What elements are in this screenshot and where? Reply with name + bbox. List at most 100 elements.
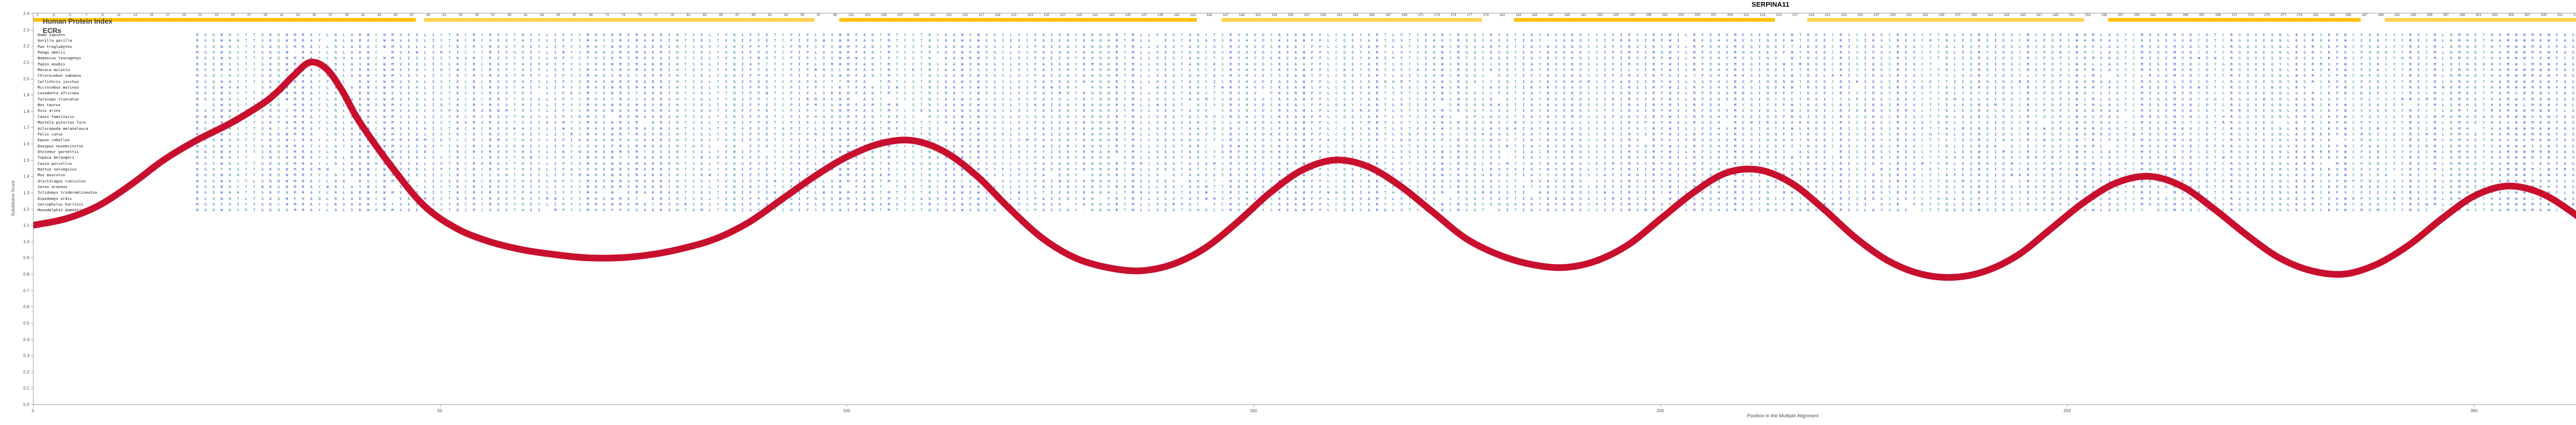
ruler-position-label: 33 xyxy=(296,13,300,18)
y-axis-tick-label: 0.0 xyxy=(23,402,29,407)
ruler-position-label: 151 xyxy=(1255,13,1261,18)
ruler-position-label: 157 xyxy=(1304,13,1310,18)
ecr-block[interactable] xyxy=(424,18,815,22)
ruler-position-label: 225 xyxy=(1857,13,1863,18)
y-axis-tick-label: 0.5 xyxy=(23,320,29,326)
ruler-position-label: 41 xyxy=(361,13,365,18)
ruler-position-label: 25 xyxy=(231,13,234,18)
ruler-position-label: 59 xyxy=(507,13,511,18)
ruler-position-label: 83 xyxy=(703,13,706,18)
plot-area: 1 3 5 7 9 11 13 15 17 19 21 23 25 27 29 31 33 35 37 39 41 43 4… xyxy=(33,13,2576,405)
ruler-position-label: 89 xyxy=(752,13,755,18)
ecr-block[interactable] xyxy=(1514,18,1775,22)
y-axis-tick-mark xyxy=(31,160,33,161)
alignment-row: Tupaia belangeri R G T W H S T - G W Q W M R A Y L N L R R W C W… xyxy=(33,155,2576,160)
ruler-position-label: 267 xyxy=(2199,13,2205,18)
ruler-position-label: 117 xyxy=(979,13,984,18)
species-label: Rattus norvegicus xyxy=(38,166,77,172)
ruler-position-label: 7 xyxy=(86,13,88,18)
ruler-position-label: 105 xyxy=(881,13,887,18)
y-axis-tick-label: 0.4 xyxy=(23,337,29,342)
ruler-position-label: 217 xyxy=(1792,13,1798,18)
alignment-row: Mustela putorius furo R G Q W H S T T G K F W M R A Y L N L… xyxy=(33,120,2576,125)
species-label: Dipodomys ordii xyxy=(38,196,72,201)
ruler-position-label: 47 xyxy=(410,13,414,18)
ruler-position-label: 3 xyxy=(53,13,55,18)
x-axis-tick-mark xyxy=(1253,405,1254,407)
ruler-position-label: 231 xyxy=(1906,13,1912,18)
ruler-position-label: 73 xyxy=(621,13,625,18)
ruler-position-label: 167 xyxy=(1385,13,1391,18)
ruler-position-label: 149 xyxy=(1239,13,1245,18)
y-axis-tick-label: 1.4 xyxy=(23,174,29,179)
y-axis-tick-mark xyxy=(31,13,33,14)
legend: Human Protein Index ECRs xyxy=(43,18,112,35)
ruler-position-label: 95 xyxy=(801,13,804,18)
ruler-position-label: 111 xyxy=(930,13,935,18)
ecr-block[interactable] xyxy=(33,18,416,22)
alignment-row: Cavia porcellus R G Y W H S T T G K Q N M R A Y L N L A R W N W M… xyxy=(33,161,2576,166)
y-axis-tick-mark xyxy=(31,209,33,210)
alignment-row: Bos taurus R - Q W H S T T G N Q - M R A Y L N L A R W D W M V L D L I… xyxy=(33,102,2576,108)
ecr-block[interactable] xyxy=(2385,18,2576,22)
ruler-position-label: 103 xyxy=(865,13,870,18)
y-axis-tick-mark xyxy=(31,355,33,356)
species-label: Mustela putorius furo xyxy=(38,120,86,125)
alignment-row: Canis familiaris R W Q W H S T T G K Q Y M R A Y L N L A R W L W… xyxy=(33,114,2576,120)
ruler-position-label: 199 xyxy=(1646,13,1651,18)
x-axis-label: Position in the Multiple Alignment xyxy=(33,413,2576,419)
alignment-row: Pan troglodytes R S Q W H S T V G A Q D M R A Y L N L A R A C W M… xyxy=(33,44,2576,49)
alignment-row: Nomascus leucogenys R G Q W H S T T G K Q W M R A Y L N H A A… xyxy=(33,55,2576,61)
ruler-position-label: 61 xyxy=(524,13,528,18)
ecr-block[interactable] xyxy=(2108,18,2361,22)
alignment-row: Tursiops truncatus R G Q W H S T T G K C W M R A Y L N L A R W… xyxy=(33,96,2576,102)
alignment-row: Mus musculus R G Q W H N T T G K Q W M R P Y L N Y A R W C W M V E Q… xyxy=(33,172,2576,178)
ruler-position-label: 141 xyxy=(1174,13,1179,18)
ruler-position-label: 299 xyxy=(2460,13,2465,18)
ruler-position-label: 135 xyxy=(1125,13,1131,18)
ruler-position-label: 241 xyxy=(1988,13,1993,18)
ruler-position-label: 253 xyxy=(2085,13,2091,18)
ruler-position-label: 13 xyxy=(133,13,137,18)
alignment-row: Equus caballus R G Q W H P T T L K G W L R A Y L Y L E R W Q W M R… xyxy=(33,137,2576,143)
x-axis-tick-mark xyxy=(846,405,848,407)
y-axis-tick-mark xyxy=(31,225,33,226)
species-label: Bos taurus xyxy=(38,102,61,108)
ecr-block[interactable] xyxy=(1807,18,2084,22)
ruler-position-label: 27 xyxy=(247,13,251,18)
y-axis-tick-label: 1.0 xyxy=(23,239,29,244)
ruler-position-label: 309 xyxy=(2541,13,2547,18)
ruler-position-label: 213 xyxy=(1760,13,1766,18)
y-axis-tick-label: 0.2 xyxy=(23,369,29,375)
alignment-row: Papio anubis R G Q W G S T T G K Q W M R A Y L N L A V W C W M V E D… xyxy=(33,61,2576,67)
y-axis-tick-label: 0.3 xyxy=(23,353,29,358)
ruler-position-label: 175 xyxy=(1450,13,1456,18)
ruler-position-label: 291 xyxy=(2394,13,2400,18)
species-label: Macaca mulatta xyxy=(38,67,70,73)
alignment-row: Rattus norvegicus R G Q T H S T T G K Q W M R A M W - L W R W C… xyxy=(33,166,2576,172)
ruler-position-label: 265 xyxy=(2183,13,2189,18)
legend-human-protein-index: Human Protein Index xyxy=(43,18,112,26)
ruler-position-label: 127 xyxy=(1060,13,1065,18)
ruler-position-label: 133 xyxy=(1109,13,1114,18)
ruler-position-label: 207 xyxy=(1711,13,1717,18)
ruler-position-label: 271 xyxy=(2232,13,2238,18)
ruler-position-label: 99 xyxy=(833,13,837,18)
ruler-position-label: 43 xyxy=(378,13,381,18)
y-axis-tick-label: 2.3 xyxy=(23,27,29,32)
ruler-position-label: 155 xyxy=(1288,13,1294,18)
ruler-position-label: 121 xyxy=(1011,13,1017,18)
species-label: Sarcophilus harrisii xyxy=(38,201,83,207)
ecr-block[interactable] xyxy=(1221,18,1482,22)
ruler-position-label: 193 xyxy=(1597,13,1603,18)
alignment-row: Pongo abelii R G Q W H S T T G K Q W - R A Y L N L A R W C - M V E W… xyxy=(33,49,2576,55)
y-axis-tick-label: 0.9 xyxy=(23,255,29,260)
y-axis: 0.0 0.1 0.2 0.3 0.4 0.5 0.6 0.7 0.8 0.9 1.0 1.1 1.2 1… xyxy=(0,11,33,407)
alignment-row: Homo sapiens R G Q W H S T T G K Q W M R A Y L N L A R W C W M V E D… xyxy=(33,32,2576,38)
y-axis-tick-mark xyxy=(31,62,33,63)
alignment-position-ruler: 1 3 5 7 9 11 13 15 17 19 21 23 25 27 29 31 33 35 37 39 41 43 4… xyxy=(33,13,2576,20)
ecr-block[interactable] xyxy=(839,18,1197,22)
ruler-position-label: 63 xyxy=(540,13,544,18)
ruler-position-label: 171 xyxy=(1418,13,1423,18)
y-axis-tick-label: 0.6 xyxy=(23,304,29,309)
